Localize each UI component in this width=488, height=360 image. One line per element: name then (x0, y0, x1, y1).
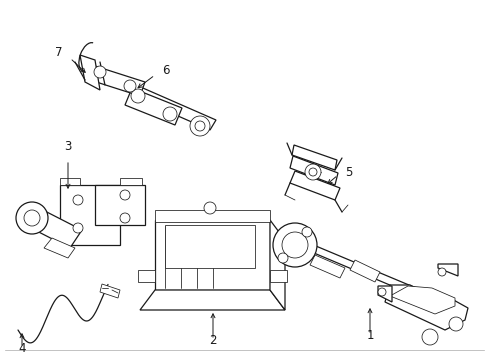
Polygon shape (289, 171, 339, 200)
Text: 1: 1 (366, 329, 373, 342)
Polygon shape (155, 220, 269, 290)
Polygon shape (140, 290, 285, 310)
Polygon shape (309, 255, 345, 278)
Polygon shape (155, 210, 269, 222)
Circle shape (131, 89, 145, 103)
Circle shape (305, 164, 320, 180)
Circle shape (120, 213, 130, 223)
Polygon shape (138, 270, 155, 282)
Circle shape (94, 66, 106, 78)
Text: 7: 7 (55, 45, 63, 59)
Polygon shape (80, 55, 100, 90)
Circle shape (190, 116, 209, 136)
Polygon shape (25, 207, 82, 248)
Polygon shape (289, 156, 337, 185)
Polygon shape (125, 88, 182, 125)
Circle shape (308, 168, 316, 176)
Polygon shape (384, 285, 467, 330)
Text: 4: 4 (18, 342, 26, 355)
Circle shape (272, 223, 316, 267)
Circle shape (302, 227, 311, 237)
Polygon shape (100, 284, 120, 298)
Polygon shape (60, 185, 120, 245)
Circle shape (421, 329, 437, 345)
Circle shape (195, 121, 204, 131)
Polygon shape (44, 238, 75, 258)
Circle shape (203, 202, 216, 214)
Polygon shape (437, 264, 457, 276)
Circle shape (437, 268, 445, 276)
Polygon shape (120, 178, 142, 185)
Polygon shape (269, 270, 286, 282)
Circle shape (124, 80, 136, 92)
Circle shape (448, 317, 462, 331)
Circle shape (73, 195, 83, 205)
Circle shape (278, 253, 287, 263)
Polygon shape (60, 178, 80, 185)
Circle shape (73, 223, 83, 233)
Text: 6: 6 (162, 63, 169, 77)
Polygon shape (349, 260, 379, 282)
Polygon shape (291, 145, 336, 170)
Polygon shape (377, 286, 391, 302)
Polygon shape (389, 286, 454, 314)
Circle shape (120, 190, 130, 200)
Polygon shape (164, 225, 254, 268)
Polygon shape (130, 85, 216, 130)
Text: 5: 5 (345, 166, 352, 179)
Polygon shape (90, 66, 145, 96)
Text: 3: 3 (64, 140, 72, 153)
Polygon shape (95, 185, 145, 225)
Circle shape (24, 210, 40, 226)
Text: 2: 2 (209, 334, 216, 347)
Circle shape (282, 232, 307, 258)
Circle shape (163, 107, 177, 121)
Circle shape (377, 288, 385, 296)
Polygon shape (269, 220, 285, 310)
Circle shape (16, 202, 48, 234)
